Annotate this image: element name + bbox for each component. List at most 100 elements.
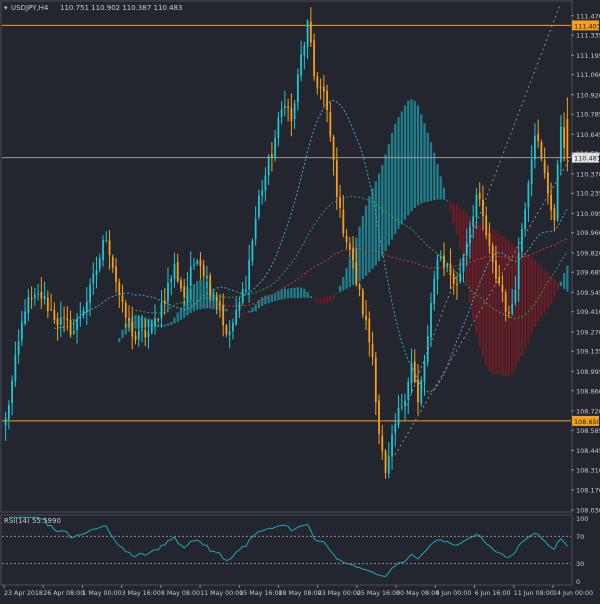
y-tick-label: 110.785 [576,111,600,119]
candle-body [280,109,283,117]
candle-body [121,295,124,303]
candle-body [504,292,507,313]
level-label: 111.403 [574,22,600,30]
candle-body [193,264,195,266]
candle-body [274,138,277,159]
candle-body [72,330,75,334]
candle-body [248,259,251,290]
candle-body [173,263,176,280]
candle-body [335,160,338,197]
candle-body [7,405,10,420]
candle-body [235,310,238,325]
y-tick-label: 111.060 [576,71,600,79]
candle-body [50,309,52,311]
candle-body [300,54,303,76]
candle-body [267,155,270,176]
candle-body [488,233,491,246]
ma-slow-line [200,238,568,307]
candle-body [27,297,30,314]
candle-body [556,164,559,221]
y-tick-label: 108.310 [576,466,600,474]
ma-mid-line [135,195,568,319]
x-tick-label: 23 Apr 2018 [4,590,43,597]
candle-body [46,297,49,312]
candle-body [436,259,439,280]
x-tick-label: 23 May 00:00 [318,590,361,597]
candle-body [547,172,549,194]
candle-body [150,324,153,333]
y-tick-label: 109.820 [576,249,600,257]
candle-body [462,256,465,272]
candle-body [277,117,280,139]
trend-line-lower[interactable] [394,154,573,456]
candle-body [186,286,189,300]
candle-body [131,322,134,337]
moving-averages [54,99,568,393]
x-tick-label: 11 May 00:00 [200,590,243,597]
candle-body [20,322,23,341]
level-badge [572,415,599,426]
candle-body [384,450,387,473]
horizontal-levels: 111.403 108.650 110.483 [2,20,600,426]
candle-body [371,344,374,358]
current-price-label: 110.483 [574,155,600,163]
candle-body [95,270,98,276]
candle-body [85,301,88,313]
candle-body [433,278,436,304]
candle-body [391,434,393,457]
y-tick-label: 108.030 [576,507,600,515]
candle-body [485,215,488,236]
candle-body [76,318,78,331]
candle-body [465,242,468,256]
rsi-plot-frame [0,514,573,586]
rsi-tick-label: 0 [576,578,580,586]
candle-body [472,216,475,227]
candle-body [222,305,225,326]
candle-body [514,290,517,303]
y-tick-label: 109.410 [576,308,600,316]
candle-body [517,252,520,290]
candle-body [378,400,380,435]
candle-body [355,261,358,285]
candle-body [40,291,43,299]
candle-body [511,303,514,314]
rsi-title: RSI(14) 55.5990 [4,517,61,525]
y-tick-label: 111.195 [576,52,600,60]
candle-body [69,319,72,336]
candle-body [59,317,62,325]
candle-body [550,194,553,211]
ohlc-readout: 110.751 110.902 110.387 110.483 [60,4,182,12]
candle-body [374,357,377,403]
candle-body [137,330,140,340]
candle-body [287,106,290,109]
candle-body [102,240,104,261]
candle-body [296,74,299,103]
symbol-dropdown-icon[interactable]: ▾ [4,4,8,12]
candle-body [176,262,179,282]
candle-body [160,303,163,318]
candle-body [270,154,273,158]
candle-body [37,293,39,295]
candle-body [397,408,400,426]
candle-body [108,240,111,256]
candle-body [365,315,367,321]
candle-body [394,423,397,433]
candle-body [30,297,33,299]
candle-body [524,208,527,230]
y-tick-label: 110.235 [576,190,600,198]
candle-body [420,380,423,403]
y-tick-label: 110.920 [576,91,600,99]
level-label: 108.650 [574,418,600,426]
candle-body [66,318,69,321]
time-axis: 23 Apr 2018 26 Apr 08:001 May 00:00 3 May … [3,585,593,597]
candle-body [319,86,322,88]
candle-body [199,259,202,266]
candle-body [163,300,166,303]
candle-body [53,309,56,321]
candle-body [167,283,169,302]
candle-body [495,260,497,279]
candle-body [189,266,192,287]
candle-body [219,302,221,304]
